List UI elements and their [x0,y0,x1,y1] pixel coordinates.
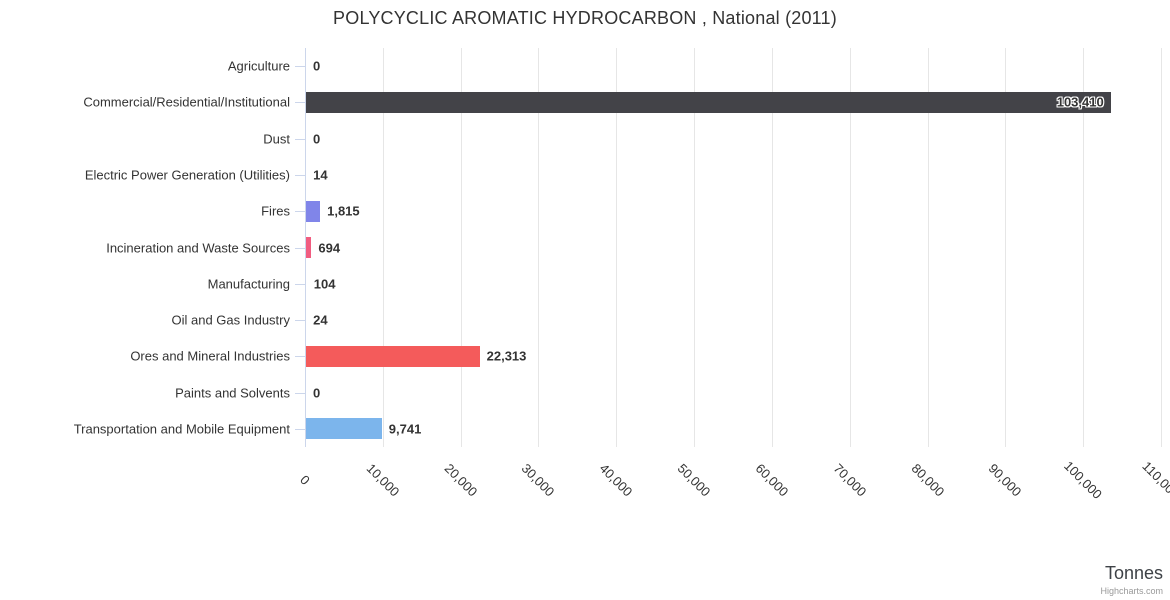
y-axis-tick [295,320,305,322]
data-label: 9,741 [388,421,422,437]
highcharts-credits-link[interactable]: Highcharts.com [1100,586,1163,596]
bar[interactable] [306,237,311,258]
gridline [1083,48,1085,447]
x-axis-tick-label: 100,000 [1061,458,1106,502]
gridline [616,48,618,447]
y-axis-tick [295,392,305,394]
y-axis-tick [295,66,305,68]
data-label: 22,313 [486,348,527,364]
category-label: Commercial/Residential/Institutional [83,94,290,110]
category-label: Ores and Mineral Industries [130,348,290,364]
x-axis-tick-label: 20,000 [441,460,480,500]
y-axis-tick [295,102,305,104]
gridline [460,48,462,447]
y-axis-tick [295,211,305,213]
category-label: Transportation and Mobile Equipment [73,421,290,437]
x-axis-tick-label: 10,000 [363,460,403,500]
y-axis-tick [295,247,305,249]
category-label: Oil and Gas Industry [171,312,291,328]
gridline [771,48,773,447]
gridline [538,48,540,447]
x-axis-tick-label: 0 [297,472,313,488]
x-axis-tick-label: 50,000 [674,460,714,500]
category-label: Manufacturing [207,276,290,292]
data-label: 24 [313,312,328,328]
category-label: Fires [261,203,290,219]
data-label: 104 [313,276,336,292]
gridline [1161,48,1162,447]
bar[interactable] [306,200,320,222]
bar[interactable] [306,418,382,440]
y-axis-tick [295,283,305,285]
category-label: Agriculture [227,58,290,74]
x-axis-tick-label: 90,000 [985,460,1025,500]
gridline [849,48,851,447]
bar[interactable] [306,91,1111,113]
bar[interactable] [306,345,480,367]
gridline [382,48,384,447]
gridline [1005,48,1007,447]
data-label: 14 [313,167,328,183]
y-axis-tick [295,356,305,358]
x-axis-tick-label: 80,000 [908,460,947,500]
chart-title: POLYCYCLIC AROMATIC HYDROCARBON , Nation… [333,8,837,28]
y-axis-tick [295,174,305,176]
data-label: 1,815 [327,203,360,219]
x-axis-tick-label: 70,000 [830,460,870,500]
data-label: 694 [318,240,341,255]
data-label: 0 [313,58,321,74]
x-axis-title: Tonnes [1104,563,1163,583]
gridline [694,48,696,447]
category-label: Incineration and Waste Sources [106,240,290,255]
x-axis-tick-label: 60,000 [752,460,792,500]
data-label: 0 [313,385,321,401]
y-axis-tick [295,138,305,140]
data-label: 0 [313,131,321,147]
x-axis-tick-label: 40,000 [596,460,636,500]
category-label: Dust [263,131,290,147]
gridline [927,48,929,447]
y-axis-line [305,48,306,447]
data-label: 103,410 [1056,94,1104,110]
y-axis-tick [295,428,305,430]
category-label: Paints and Solvents [175,385,290,401]
category-label: Electric Power Generation (Utilities) [84,167,290,183]
x-axis-tick-label: 30,000 [519,460,558,500]
x-axis-tick-label: 110,000 [1139,458,1170,502]
